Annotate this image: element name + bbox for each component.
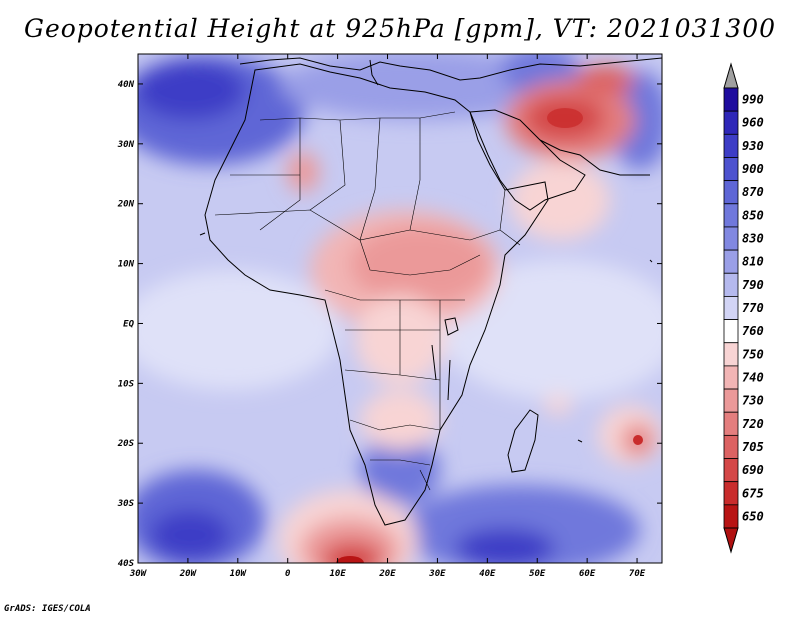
lat-tick-label: 10S <box>118 379 135 389</box>
colorbar-level-label: 740 <box>742 370 764 384</box>
lon-tick-label: 50E <box>529 569 546 579</box>
lat-tick-label: 40N <box>118 80 135 90</box>
colorbar-level-label: 720 <box>742 417 764 431</box>
colorbar-swatch <box>723 157 739 182</box>
map-title: Geopotential Height at 925hPa [gpm], VT:… <box>23 14 777 43</box>
lon-tick-label: 40E <box>479 569 496 579</box>
lon-tick-label: 10W <box>230 569 248 579</box>
colorbar-level-label: 850 <box>742 208 764 222</box>
colorbar-swatch <box>723 249 739 274</box>
colorbar-level-label: 760 <box>742 324 764 338</box>
colorbar-level-label: 900 <box>742 162 764 176</box>
colorbar-level-label: 750 <box>742 347 764 361</box>
colorbar-level-label: 930 <box>742 139 764 153</box>
colorbar-swatch <box>723 319 739 344</box>
colorbar-level-label: 870 <box>742 185 764 199</box>
colorbar-swatch <box>723 296 739 320</box>
lat-tick-label: 40S <box>118 559 135 569</box>
colorbar-swatch <box>723 342 739 367</box>
colorbar-swatch <box>723 226 739 251</box>
lon-tick-label: 60E <box>579 569 596 579</box>
lat-tick-label: 30S <box>117 499 135 509</box>
colorbar-swatch <box>723 133 739 158</box>
lon-tick-label: 10E <box>329 569 346 579</box>
lon-tick-label: 20W <box>179 569 198 579</box>
colorbar-swatch <box>723 365 739 390</box>
colorbar-swatch <box>723 180 739 205</box>
lat-tick-label: 20N <box>117 200 135 210</box>
lat-tick-label: 10N <box>118 260 135 270</box>
colorbar-level-label: 990 <box>742 93 764 107</box>
lat-tick-label: 20S <box>117 439 135 449</box>
colorbar-swatch <box>723 458 739 483</box>
colorbar-swatch <box>723 411 739 436</box>
colorbar-level-label: 960 <box>742 116 764 130</box>
colorbar-level-label: 730 <box>742 394 764 408</box>
colorbar-swatch <box>723 434 739 459</box>
lon-tick-label: 30E <box>428 569 446 579</box>
colorbar-swatch <box>723 87 739 112</box>
lon-tick-label: 70E <box>629 569 646 579</box>
lon-tick-label: 30W <box>129 569 148 579</box>
colorbar-level-label: 690 <box>742 463 764 477</box>
colorbar-swatch <box>723 203 739 228</box>
colorbar-swatch <box>723 110 739 135</box>
lon-tick-label: 20E <box>378 569 396 579</box>
lon-tick-label: 0 <box>285 569 291 579</box>
colorbar-level-label: 790 <box>742 278 764 292</box>
colorbar-swatch <box>723 481 739 506</box>
colorbar-swatch <box>723 272 739 297</box>
colorbar-level-label: 705 <box>742 440 764 454</box>
colorbar-swatch <box>723 388 739 413</box>
colorbar-level-label: 675 <box>742 486 764 500</box>
colorbar-bottom-arrow <box>723 527 739 554</box>
lat-tick-label: 30N <box>117 140 135 150</box>
grads-credit: GrADS: IGES/COLA <box>4 604 91 614</box>
colorbar-level-label: 650 <box>742 509 764 523</box>
colorbar-level-label: 810 <box>742 255 764 269</box>
colorbar-level-label: 770 <box>742 301 764 315</box>
colorbar-swatch <box>723 504 739 529</box>
colorbar-top-arrow <box>723 62 739 89</box>
lat-tick-label: EQ <box>123 319 134 329</box>
colorbar-level-label: 830 <box>742 232 764 246</box>
